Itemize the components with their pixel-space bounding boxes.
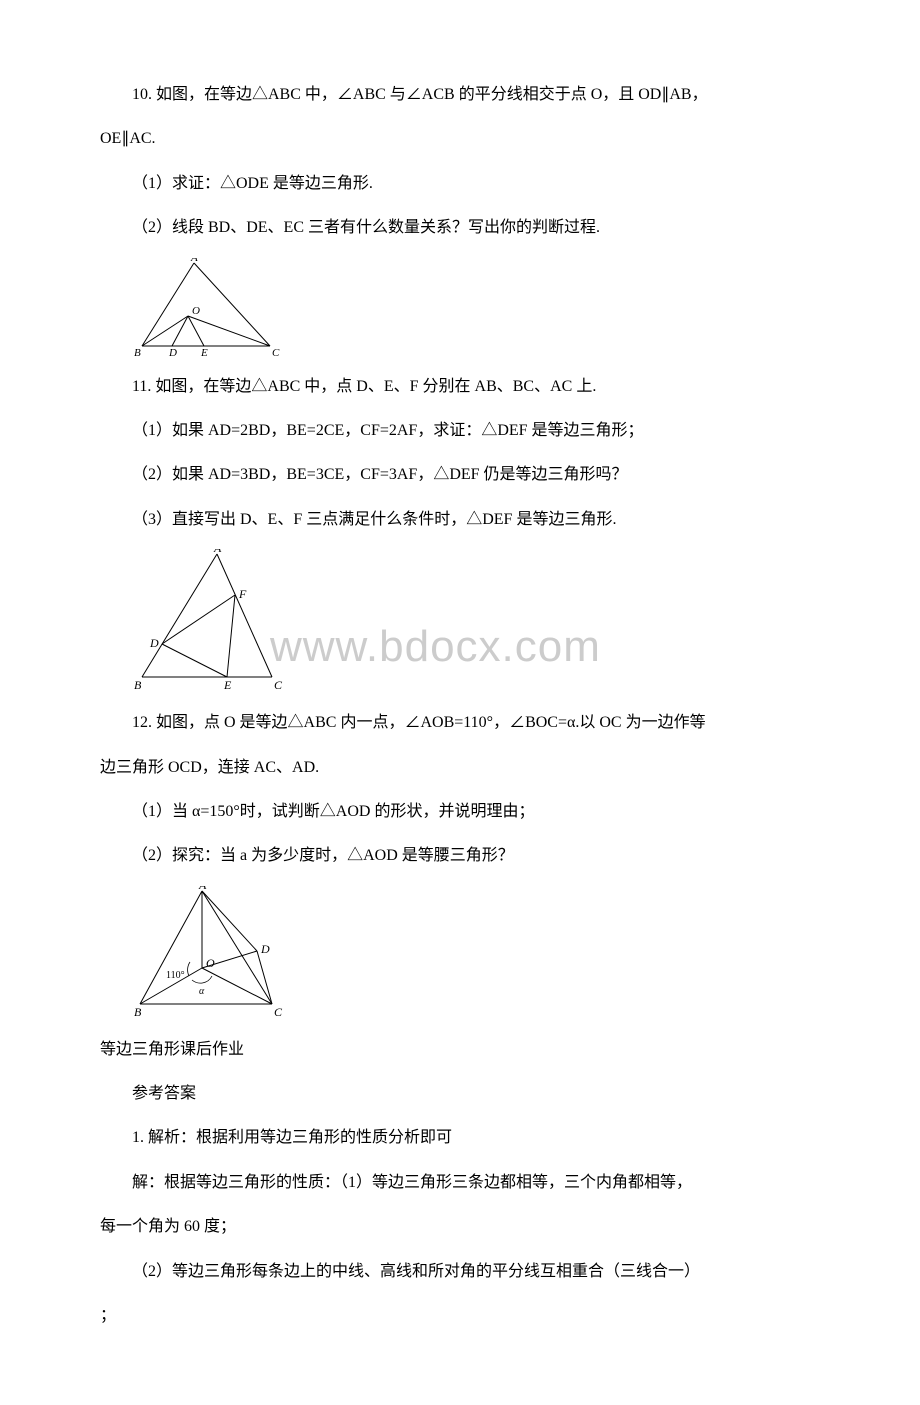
svg-text:O: O — [206, 956, 215, 970]
q11-part3: （3）直接写出 D、E、F 三点满足什么条件时，△DEF 是等边三角形. — [100, 505, 820, 535]
answer1-part2b: ； — [100, 1301, 820, 1331]
svg-text:110°: 110° — [166, 970, 185, 981]
svg-text:C: C — [274, 1005, 283, 1019]
svg-text:C: C — [272, 347, 280, 358]
svg-text:D: D — [168, 347, 177, 358]
answers-subtitle: 参考答案 — [100, 1079, 820, 1109]
svg-text:F: F — [238, 587, 247, 601]
svg-text:B: B — [134, 678, 142, 692]
answer1-sol1: 解：根据等边三角形的性质：（1）等边三角形三条边都相等，三个内角都相等， — [100, 1168, 820, 1198]
svg-text:A: A — [190, 258, 198, 264]
svg-text:D: D — [260, 942, 270, 956]
q10-stem-line2: OE∥AC. — [100, 124, 820, 154]
q12-figure: A D O B C 110° α — [132, 886, 820, 1021]
q11-part1: （1）如果 AD=2BD，BE=2CE，CF=2AF，求证：△DEF 是等边三角… — [100, 416, 820, 446]
q12-part2: （2）探究：当 a 为多少度时，△AOD 是等腰三角形？ — [100, 841, 820, 871]
document-content: 10. 如图，在等边△ABC 中，∠ABC 与∠ACB 的平分线相交于点 O，且… — [100, 80, 820, 1331]
q10-part2: （2）线段 BD、DE、EC 三者有什么数量关系？写出你的判断过程. — [100, 213, 820, 243]
q10-part1: （1）求证：△ODE 是等边三角形. — [100, 169, 820, 199]
q10-stem-line1: 10. 如图，在等边△ABC 中，∠ABC 与∠ACB 的平分线相交于点 O，且… — [100, 80, 820, 110]
q10-figure: A O B D E C — [132, 258, 820, 358]
q12-stem-line2: 边三角形 OCD，连接 AC、AD. — [100, 753, 820, 783]
q11-figure: A F D B E C — [132, 549, 820, 694]
q11-stem: 11. 如图，在等边△ABC 中，点 D、E、F 分别在 AB、BC、AC 上. — [100, 372, 820, 402]
q12-stem-line1: 12. 如图，点 O 是等边△ABC 内一点，∠AOB=110°，∠BOC=α.… — [100, 708, 820, 738]
svg-text:E: E — [223, 678, 232, 692]
q12-part1: （1）当 α=150°时，试判断△AOD 的形状，并说明理由； — [100, 797, 820, 827]
svg-text:D: D — [149, 636, 159, 650]
svg-text:O: O — [192, 305, 200, 317]
answer1-analysis: 1. 解析：根据利用等边三角形的性质分析即可 — [100, 1123, 820, 1153]
answer1-part2a: （2）等边三角形每条边上的中线、高线和所对角的平分线互相重合（三线合一） — [100, 1257, 820, 1287]
answers-title: 等边三角形课后作业 — [100, 1035, 820, 1065]
svg-text:B: B — [134, 1005, 142, 1019]
svg-text:B: B — [134, 347, 141, 358]
answer1-sol2: 每一个角为 60 度； — [100, 1212, 820, 1242]
svg-text:α: α — [199, 986, 205, 997]
svg-text:C: C — [274, 678, 283, 692]
svg-text:A: A — [213, 549, 222, 555]
q11-part2: （2）如果 AD=3BD，BE=3CE，CF=3AF，△DEF 仍是等边三角形吗… — [100, 460, 820, 490]
svg-text:E: E — [200, 347, 208, 358]
svg-text:A: A — [198, 886, 207, 892]
